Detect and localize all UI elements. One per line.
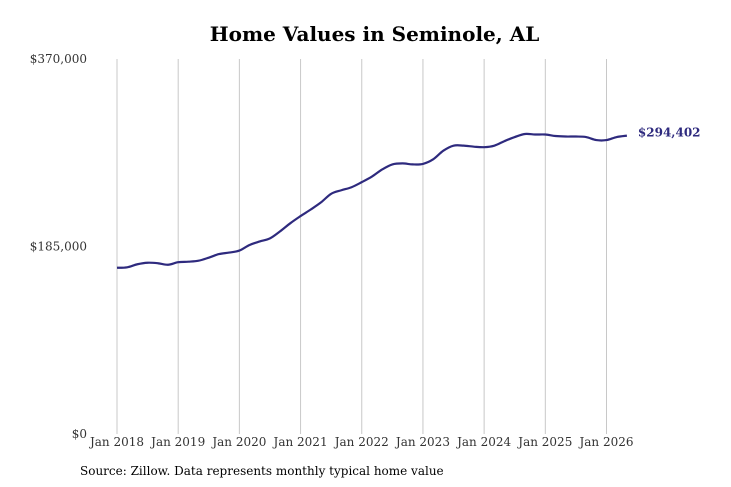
x-tick-label: Jan 2023 [394, 435, 450, 449]
y-tick-label: $0 [72, 427, 87, 441]
y-tick-label: $370,000 [30, 52, 87, 66]
x-tick-label: Jan 2024 [455, 435, 511, 449]
gridlines [116, 59, 608, 434]
series-line [116, 132, 628, 269]
x-tick-label: Jan 2026 [577, 435, 633, 449]
x-tick-label: Jan 2020 [210, 435, 266, 449]
x-tick-label: Jan 2018 [88, 435, 144, 449]
y-axis-ticks: $0 $185,000 $370,000 [30, 52, 87, 441]
x-tick-label: Jan 2022 [333, 435, 389, 449]
end-value-label: $294,402 [638, 126, 701, 140]
x-tick-label: Jan 2021 [272, 435, 328, 449]
x-tick-label: Jan 2019 [149, 435, 205, 449]
x-axis-ticks: Jan 2018 Jan 2019 Jan 2020 Jan 2021 Jan 2022… [88, 435, 634, 449]
chart-title: Home Values in Seminole, AL [209, 22, 540, 46]
source-note: Source: Zillow. Data represents monthly … [80, 464, 444, 478]
x-tick-label: Jan 2025 [516, 435, 572, 449]
y-tick-label: $185,000 [30, 240, 87, 254]
